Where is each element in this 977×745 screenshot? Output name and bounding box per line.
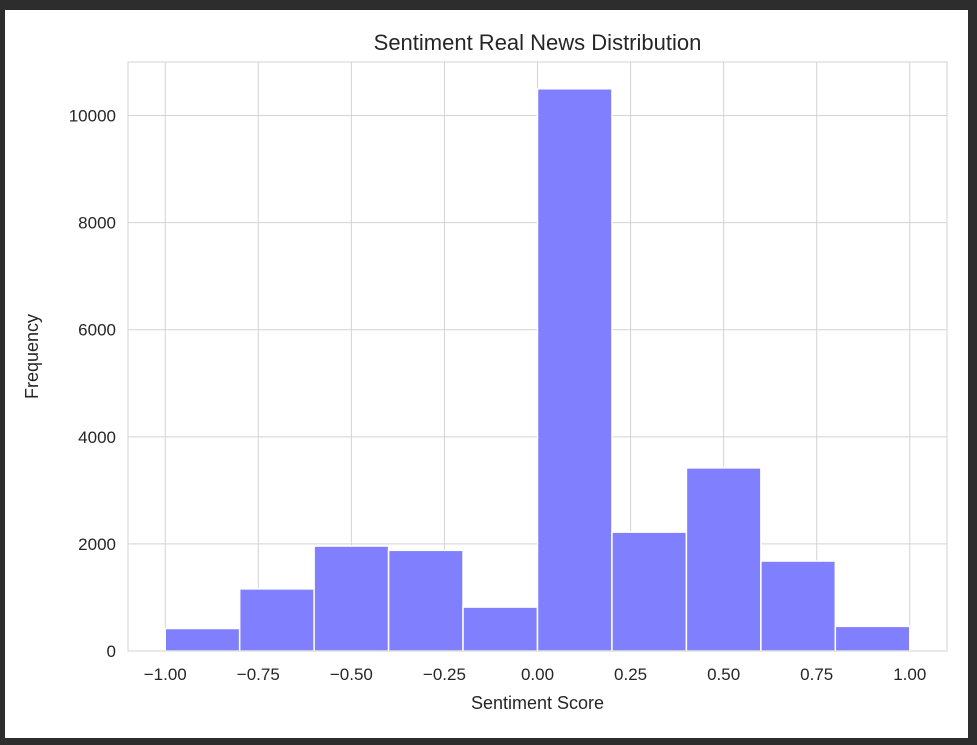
histogram-chart: −1.00 −0.75 −0.50 −0.25 0.00 0.25 0.50 0.75 1.00…	[22, 30, 948, 713]
y-tick-labels: 0 2000 4000 6000 8000 10000	[69, 107, 116, 661]
histogram-bar	[238, 588, 315, 652]
y-tick-label: 6000	[78, 321, 116, 340]
x-tick-label: 0.75	[800, 665, 833, 684]
x-tick-label: −0.75	[237, 665, 280, 684]
y-axis-label: Frequency	[22, 314, 42, 399]
histogram-bar	[834, 625, 911, 652]
histogram-bar	[685, 467, 762, 652]
y-tick-label: 10000	[69, 107, 116, 126]
y-tick-label: 8000	[78, 214, 116, 233]
histogram-bar	[387, 549, 464, 652]
plot-frame	[127, 61, 948, 652]
histogram-bars	[164, 88, 911, 652]
x-tick-label: 1.00	[893, 665, 926, 684]
histogram-bar	[164, 627, 241, 652]
x-tick-label: −1.00	[144, 665, 187, 684]
chart-title: Sentiment Real News Distribution	[374, 30, 702, 55]
x-tick-label: 0.00	[521, 665, 554, 684]
x-tick-label: 0.25	[614, 665, 647, 684]
y-tick-label: 0	[107, 642, 116, 661]
histogram-bar	[760, 560, 837, 652]
histogram-bar	[462, 606, 539, 652]
x-axis-label: Sentiment Score	[471, 693, 604, 713]
histogram-bar	[313, 545, 390, 652]
y-tick-label: 2000	[78, 535, 116, 554]
chart-figure: −1.00 −0.75 −0.50 −0.25 0.00 0.25 0.50 0.75 1.00…	[5, 10, 968, 738]
x-tick-labels: −1.00 −0.75 −0.50 −0.25 0.00 0.25 0.50 0.75 1.00	[144, 665, 927, 684]
x-tick-label: −0.25	[423, 665, 466, 684]
y-tick-label: 4000	[78, 428, 116, 447]
histogram-bar	[611, 531, 688, 652]
x-tick-label: 0.50	[707, 665, 740, 684]
x-tick-label: −0.50	[330, 665, 373, 684]
histogram-bar	[536, 88, 613, 652]
